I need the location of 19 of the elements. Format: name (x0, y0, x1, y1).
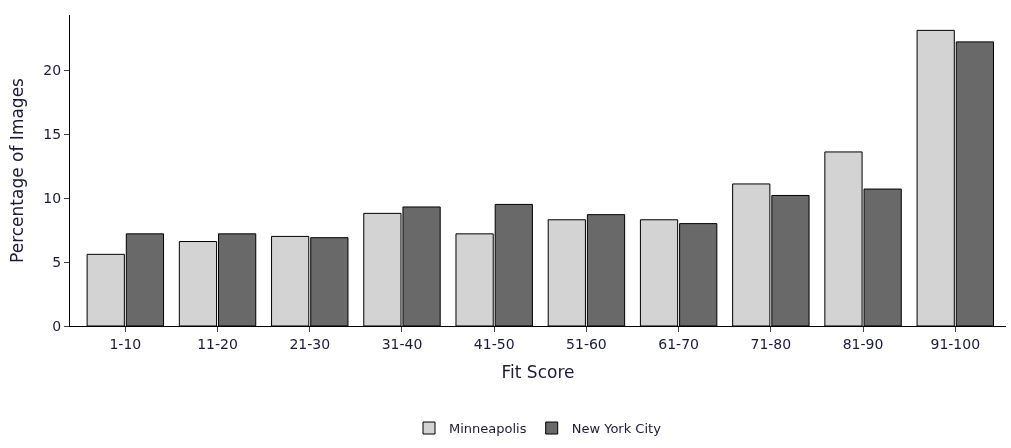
x-tick-label: 71-80 (750, 335, 792, 352)
x-tick-label: 61-70 (658, 335, 699, 352)
x-tick-label: 11-20 (197, 335, 238, 352)
x-tick-label: 1-10 (109, 335, 142, 352)
y-tick-label: 20 (43, 61, 62, 78)
x-tick-label: 51-60 (566, 335, 607, 352)
x-tick-label: 21-30 (289, 335, 331, 352)
x-tick-label: 31-40 (381, 335, 423, 352)
y-tick-label: 15 (43, 125, 62, 142)
x-tick-label: 91-100 (930, 335, 981, 352)
x-axis-title: Fit Score (501, 362, 575, 383)
y-tick-label: 5 (52, 253, 62, 270)
legend-label: New York City (571, 421, 662, 437)
legend-label: Minneapolis (449, 421, 527, 437)
y-tick-label: 10 (43, 189, 62, 206)
x-tick-label: 81-90 (842, 335, 884, 352)
x-tick-label: 41-50 (473, 335, 515, 352)
y-tick-label: 0 (52, 317, 62, 334)
y-axis-title: Percentage of Images (6, 77, 27, 263)
